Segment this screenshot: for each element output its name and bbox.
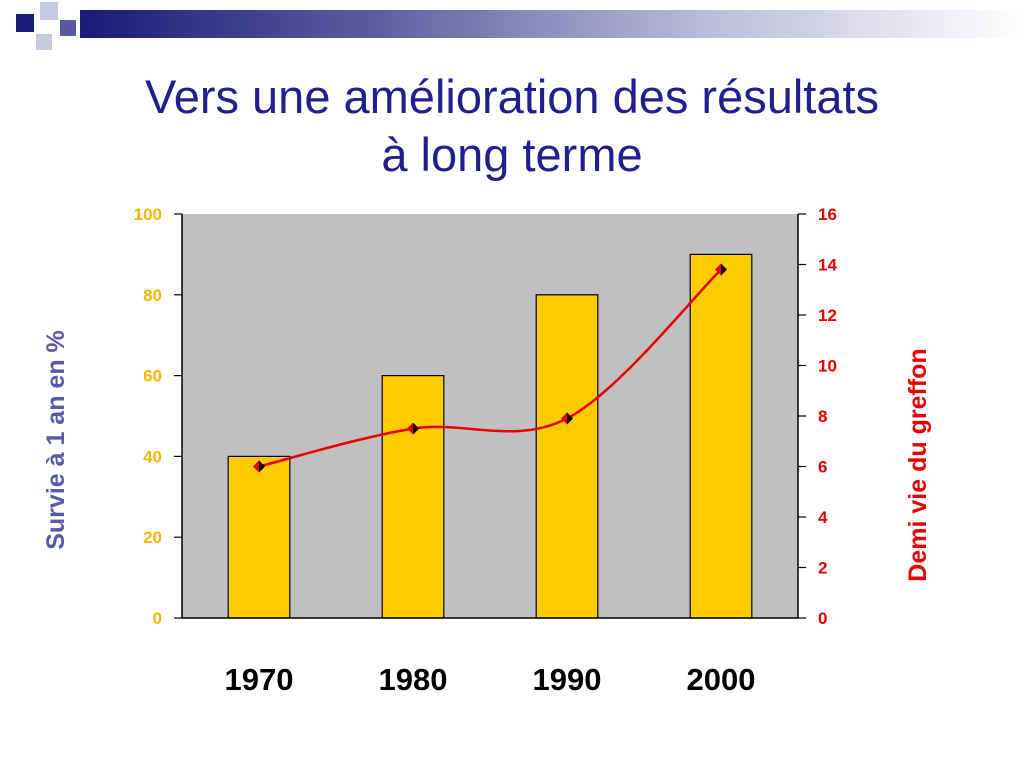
corner-decoration — [16, 2, 76, 50]
line-marker-1970 — [253, 460, 265, 473]
right-tick-label: 6 — [818, 458, 827, 477]
right-tick-label: 2 — [818, 559, 827, 578]
left-tick-label: 60 — [143, 367, 162, 386]
right-tick-label: 8 — [818, 407, 827, 426]
right-tick-label: 0 — [818, 609, 827, 628]
title-line-2: à long terme — [381, 128, 643, 181]
bar-1990 — [535, 294, 599, 619]
left-tick-label: 0 — [153, 609, 162, 628]
series-line — [258, 268, 722, 468]
category-label-1970: 1970 — [225, 662, 294, 697]
left-tick-label: 40 — [143, 447, 162, 466]
left-tick-label: 20 — [143, 528, 162, 547]
deco-square-light — [36, 34, 52, 50]
slide-title: Vers une amélioration des résultats à lo… — [40, 68, 984, 184]
title-line-1: Vers une amélioration des résultats — [144, 70, 880, 123]
category-label-2000: 2000 — [687, 662, 756, 697]
category-label-1990: 1990 — [533, 662, 602, 697]
right-tick-label: 10 — [818, 357, 837, 376]
right-tick-label: 14 — [818, 256, 837, 275]
y-axis-label-left: Survie à 1 an en % — [42, 330, 70, 550]
deco-square-light — [40, 2, 58, 20]
left-tick-label: 100 — [134, 205, 162, 224]
line-marker-2000 — [715, 263, 727, 276]
right-tick-label: 12 — [818, 306, 837, 325]
right-tick-label: 16 — [818, 205, 837, 224]
bar-1980 — [381, 375, 445, 619]
line-marker-1980 — [407, 422, 419, 435]
line-marker-1990 — [561, 412, 573, 425]
y-axis-label-right: Demi vie du greffon — [904, 348, 932, 581]
right-tick-label: 4 — [818, 508, 828, 527]
bar-2000 — [689, 253, 753, 619]
deco-square-mid — [60, 20, 76, 36]
left-tick-label: 80 — [143, 286, 162, 305]
bar-1970 — [227, 455, 291, 619]
category-label-1980: 1980 — [379, 662, 448, 697]
header-gradient-bar — [80, 10, 1024, 38]
deco-square-navy — [16, 14, 34, 32]
